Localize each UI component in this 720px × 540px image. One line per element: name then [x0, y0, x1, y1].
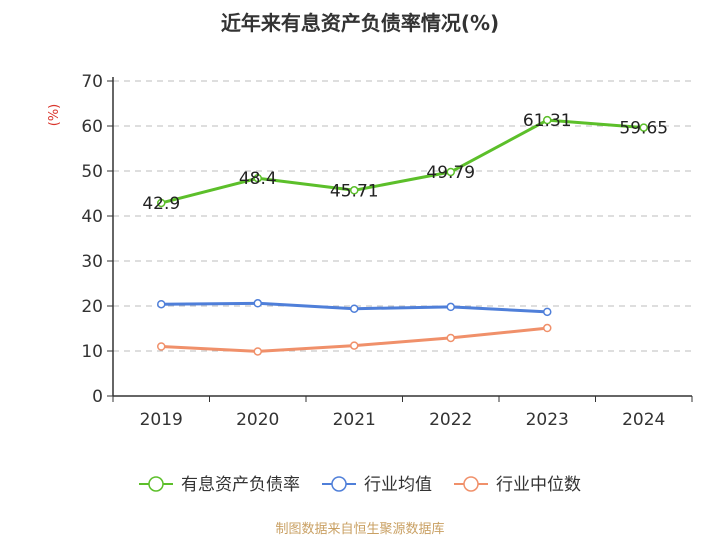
- source-note: 制图数据来自恒生聚源数据库: [275, 521, 444, 537]
- series-line-0: [160, 118, 644, 205]
- legend-marker: [331, 476, 347, 492]
- data-point: [639, 123, 648, 132]
- data-label: 45.71: [330, 181, 379, 201]
- y-tick-label: 0: [92, 387, 103, 407]
- legend-item-2: 行业中位数: [454, 475, 581, 495]
- data-point: [350, 186, 359, 195]
- x-tick-label: 2021: [333, 410, 376, 430]
- data-point: [157, 299, 166, 309]
- data-label: 61.31: [523, 111, 572, 131]
- data-point: [543, 323, 552, 333]
- legend-label: 行业均值: [364, 475, 432, 495]
- data-point: [157, 342, 166, 351]
- data-point: [253, 173, 262, 183]
- data-point: [253, 347, 262, 356]
- legend: 有息资产负债率 行业均值 行业中位数: [139, 475, 581, 495]
- x-tick-label: 2024: [622, 410, 665, 430]
- legend-label: 有息资产负债率: [181, 475, 300, 495]
- legend-marker: [148, 476, 164, 492]
- data-point: [253, 299, 262, 308]
- data-label: 42.9: [142, 194, 180, 214]
- data-point: [446, 167, 455, 177]
- y-tick-label: 30: [81, 252, 103, 272]
- chart-title: 近年来有息资产负债率情况(%): [221, 11, 499, 35]
- y-tick-label: 50: [81, 162, 103, 182]
- data-point: [350, 304, 359, 313]
- x-tick-label: 2019: [140, 410, 183, 430]
- data-label: 59.65: [619, 119, 668, 139]
- grid-lines: [113, 80, 692, 352]
- series-lines: [157, 115, 648, 356]
- data-point: [543, 115, 552, 125]
- data-point: [157, 198, 166, 208]
- data-label: 49.79: [426, 163, 475, 183]
- axes: 0 10 20 30 40 50 60 70 2019 2020 2021 2022 2023 2024: [81, 72, 693, 430]
- y-tick-label: 60: [81, 117, 103, 137]
- data-label: 48.4: [239, 169, 277, 189]
- data-point: [446, 302, 455, 312]
- legend-item-1: 行业均值: [322, 475, 432, 495]
- y-tick-label: 20: [81, 297, 103, 317]
- legend-item-0: 有息资产负债率: [139, 475, 300, 495]
- y-tick-label: 10: [81, 342, 103, 362]
- y-axis-label: (%): [47, 104, 62, 127]
- x-tick-label: 2020: [236, 410, 279, 430]
- legend-marker: [463, 476, 479, 492]
- y-tick-label: 40: [81, 207, 103, 227]
- data-point: [446, 333, 455, 343]
- data-labels: 42.9 48.4 45.71 49.79 61.31 59.65: [142, 111, 668, 214]
- data-point: [350, 341, 359, 350]
- data-point: [543, 307, 552, 317]
- x-tick-label: 2023: [526, 410, 569, 430]
- y-tick-label: 70: [81, 72, 103, 92]
- legend-label: 行业中位数: [496, 475, 581, 495]
- x-tick-label: 2022: [429, 410, 472, 430]
